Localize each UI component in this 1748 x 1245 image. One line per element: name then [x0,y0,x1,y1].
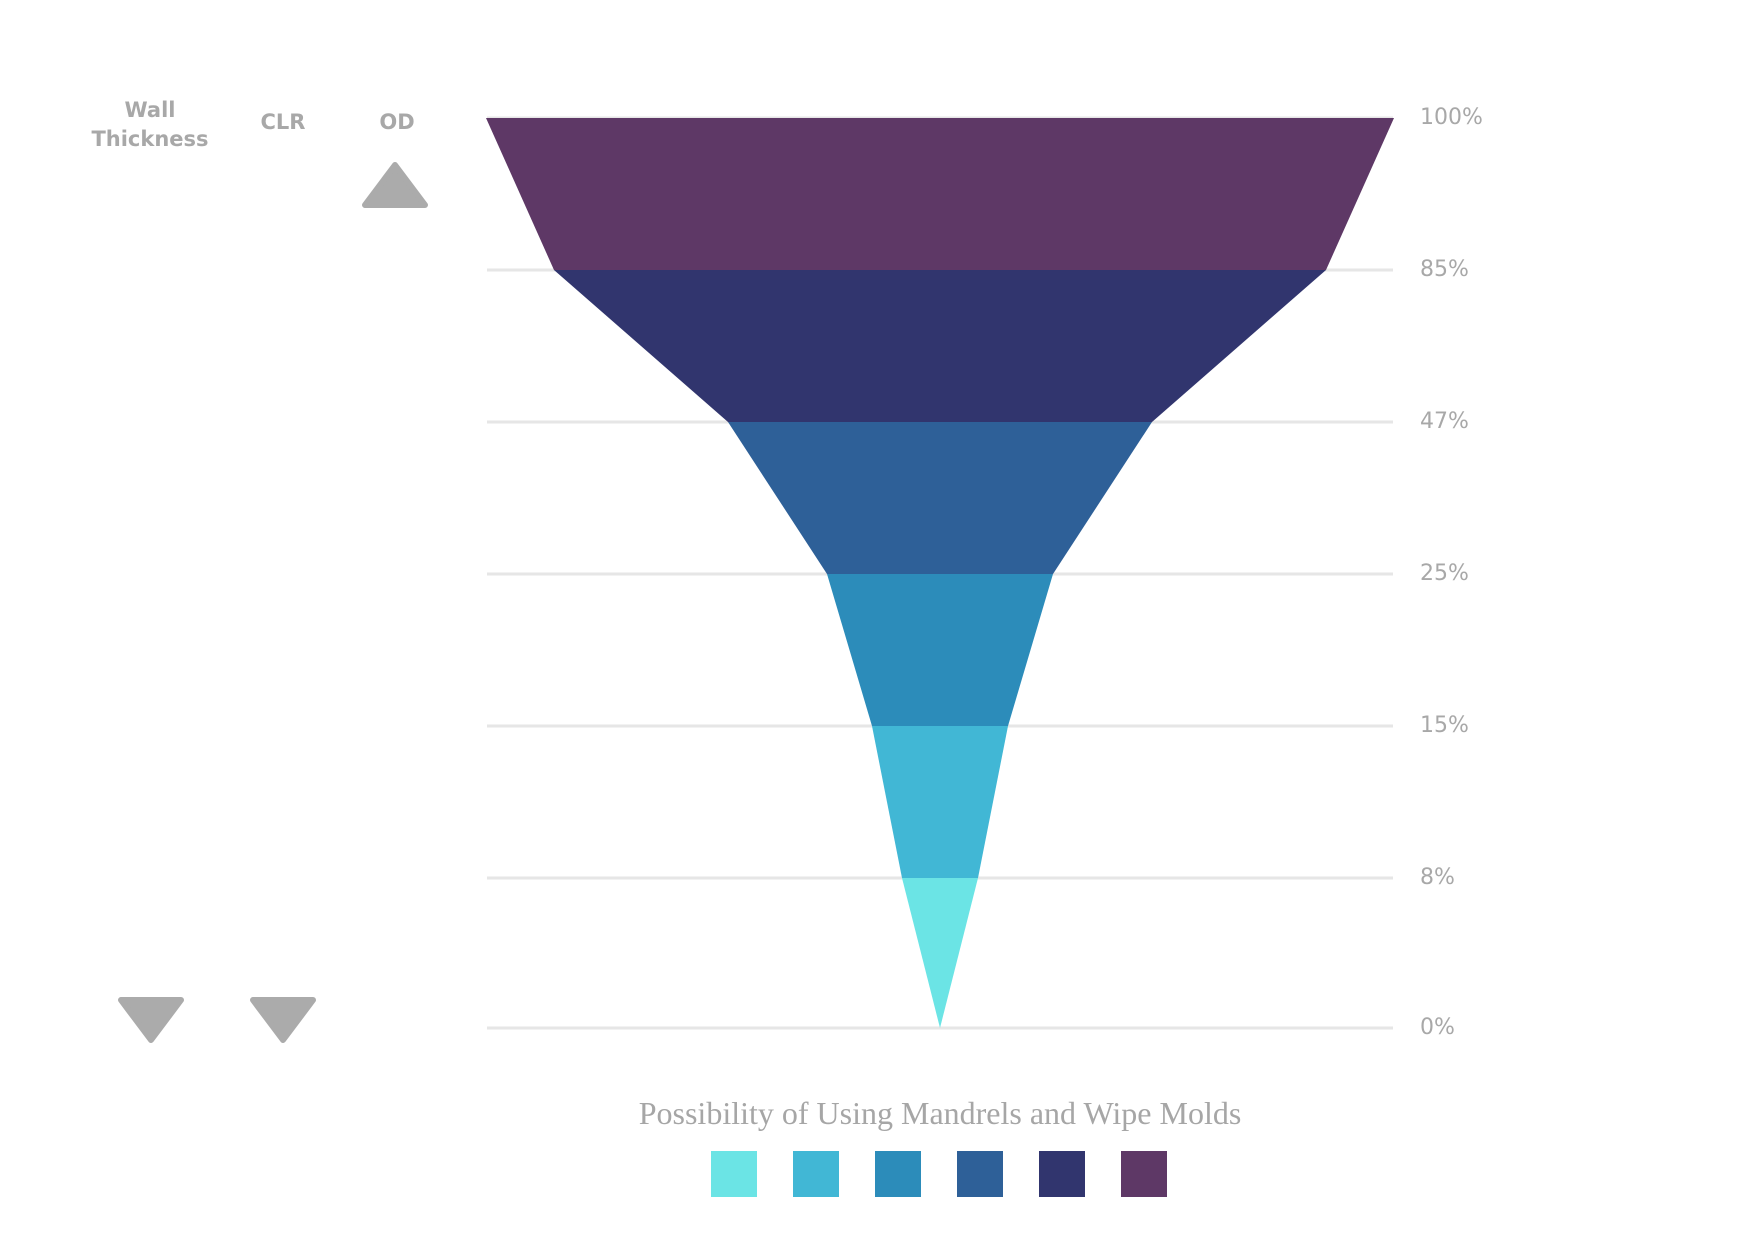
funnel-segment [872,726,1008,878]
legend-swatch [957,1151,1003,1197]
legend [711,1151,1167,1197]
up-arrow-icon [362,162,428,1040]
funnel-segment [728,422,1152,574]
funnel-segments [486,118,1394,1028]
down-arrow-icon [250,165,316,1043]
arrow-label-wall-thickness: Wall Thickness [91,98,209,151]
down-arrow-icon [118,165,184,1043]
funnel-segment [554,270,1326,422]
funnel-segment [902,878,978,1028]
y-tick-label: 8% [1420,865,1455,890]
arrow-label-od: OD [379,110,415,134]
legend-swatch [1121,1151,1167,1197]
y-tick-label: 47% [1420,409,1469,434]
chart-title: Possibility of Using Mandrels and Wipe M… [638,1095,1242,1131]
legend-swatch [1039,1151,1085,1197]
legend-swatch [711,1151,757,1197]
legend-swatch [793,1151,839,1197]
y-tick-label: 15% [1420,713,1469,738]
arrow-head [362,162,428,208]
funnel-segment [486,118,1394,270]
y-tick-label: 0% [1420,1015,1455,1040]
legend-swatch [875,1151,921,1197]
arrow-label-clr: CLR [260,110,306,134]
arrow-head [250,997,316,1043]
y-tick-label: 100% [1420,105,1483,130]
arrow-head [118,997,184,1043]
side-arrows [118,162,428,1043]
y-tick-label: 25% [1420,561,1469,586]
y-tick-label: 85% [1420,257,1469,282]
funnel-segment [827,574,1053,726]
